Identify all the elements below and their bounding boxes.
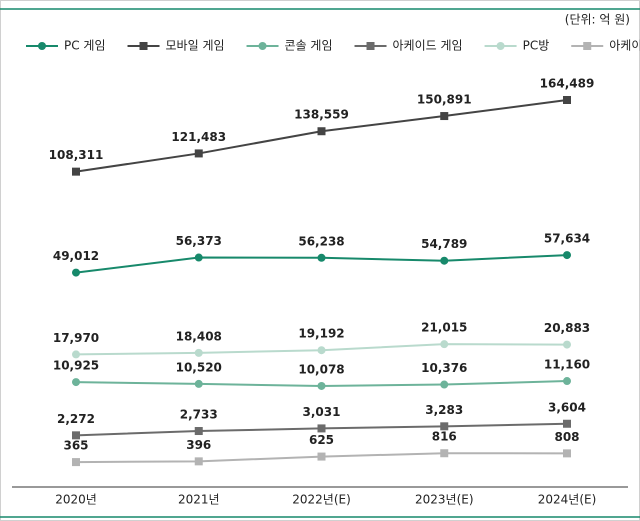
x-tick-label: 2023년(E) bbox=[415, 493, 474, 507]
value-label: 365 bbox=[63, 439, 88, 453]
legend-label: 아케이드 게임장 bbox=[609, 39, 640, 53]
value-label: 18,408 bbox=[176, 329, 222, 343]
value-label: 21,015 bbox=[421, 321, 467, 335]
data-point bbox=[563, 449, 571, 458]
data-point bbox=[440, 422, 449, 431]
x-tick-label: 2024년(E) bbox=[538, 493, 597, 507]
legend-marker bbox=[496, 42, 505, 50]
data-point bbox=[194, 457, 203, 466]
value-label: 3,283 bbox=[425, 403, 463, 417]
data-point bbox=[563, 96, 571, 104]
data-point bbox=[194, 379, 203, 388]
data-point bbox=[72, 431, 80, 440]
x-tick-label: 2021년 bbox=[178, 493, 220, 507]
value-label: 56,238 bbox=[298, 234, 344, 248]
data-point bbox=[194, 427, 203, 436]
legend-label: PC 게임 bbox=[64, 39, 106, 53]
data-point bbox=[317, 346, 326, 355]
data-point bbox=[317, 424, 326, 433]
data-point bbox=[440, 449, 449, 458]
data-point bbox=[563, 419, 571, 428]
data-point bbox=[72, 268, 80, 277]
value-label: 10,078 bbox=[298, 362, 344, 376]
value-label: 3,604 bbox=[548, 400, 586, 414]
data-point bbox=[563, 251, 571, 260]
value-label: 54,789 bbox=[421, 237, 467, 251]
value-label: 20,883 bbox=[544, 321, 590, 335]
value-label: 396 bbox=[186, 438, 211, 452]
legend-label: 아케이드 게임 bbox=[393, 39, 463, 53]
value-label: 3,031 bbox=[303, 405, 341, 419]
value-label: 10,376 bbox=[421, 361, 467, 375]
data-point bbox=[563, 377, 571, 386]
data-point bbox=[72, 458, 80, 467]
data-point bbox=[440, 340, 449, 349]
value-label: 10,925 bbox=[53, 359, 99, 373]
value-label: 816 bbox=[432, 430, 457, 444]
data-point bbox=[440, 112, 449, 121]
value-label: 164,489 bbox=[540, 77, 595, 91]
data-point bbox=[72, 167, 80, 176]
value-label: 57,634 bbox=[544, 232, 590, 246]
value-label: 2,733 bbox=[180, 408, 218, 422]
legend-marker bbox=[38, 42, 46, 50]
data-point bbox=[194, 348, 203, 357]
legend-label: 콘솔 게임 bbox=[285, 39, 333, 53]
value-label: 11,160 bbox=[544, 358, 590, 372]
legend-marker bbox=[258, 42, 267, 50]
value-label: 2,272 bbox=[57, 412, 95, 426]
data-point bbox=[317, 381, 326, 390]
data-point bbox=[317, 127, 326, 136]
legend-label: 모바일 게임 bbox=[166, 39, 225, 53]
legend-marker bbox=[139, 42, 148, 50]
value-label: 108,311 bbox=[49, 148, 104, 162]
x-tick-label: 2020년 bbox=[55, 493, 97, 507]
data-point bbox=[72, 378, 80, 387]
data-point bbox=[194, 253, 203, 262]
data-point bbox=[194, 149, 203, 158]
data-point bbox=[440, 380, 449, 389]
data-point bbox=[440, 256, 449, 265]
value-label: 49,012 bbox=[53, 249, 99, 263]
value-label: 150,891 bbox=[417, 93, 472, 107]
value-label: 138,559 bbox=[294, 108, 349, 122]
legend-marker bbox=[366, 42, 375, 50]
legend-label: PC방 bbox=[523, 39, 550, 53]
value-label: 121,483 bbox=[171, 130, 226, 144]
value-label: 808 bbox=[554, 430, 579, 444]
data-point bbox=[563, 340, 571, 349]
legend-marker bbox=[583, 42, 592, 50]
data-point bbox=[317, 452, 326, 461]
value-label: 10,520 bbox=[176, 360, 222, 374]
x-tick-label: 2022년(E) bbox=[292, 493, 351, 507]
unit-note: (단위: 억 원) bbox=[565, 13, 630, 27]
data-point bbox=[72, 350, 80, 359]
value-label: 56,373 bbox=[176, 234, 222, 248]
value-label: 19,192 bbox=[298, 327, 344, 341]
value-label: 17,970 bbox=[53, 331, 99, 345]
data-point bbox=[317, 253, 326, 262]
value-label: 625 bbox=[309, 433, 334, 447]
